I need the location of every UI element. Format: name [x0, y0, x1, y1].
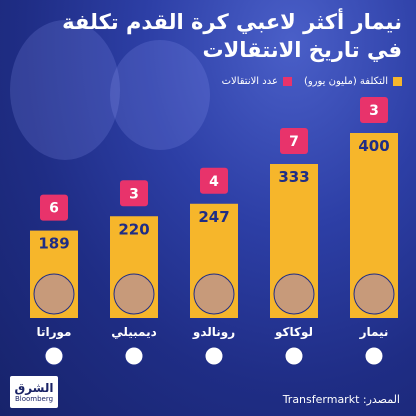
brand-logo: الشرق Bloomberg	[10, 376, 58, 408]
player-photo-1	[33, 273, 75, 315]
category-label-5: نيمار	[359, 325, 389, 339]
brand-logo-arabic: الشرق	[14, 380, 54, 395]
transfers-badge-label-1: 6	[49, 201, 59, 217]
chart-title-line2: في تاريخ الانتقالات	[202, 38, 402, 62]
transfers-badge-label-5: 3	[369, 103, 379, 119]
legend-label-cost: التكلفة (مليون يورو)	[303, 76, 388, 87]
chart-title: نيمار أكثر لاعبي كرة القدم تكلفة في تاري…	[12, 8, 402, 64]
transfers-badge-label-4: 7	[289, 134, 299, 150]
chart-legend: التكلفة (مليون يورو) عدد الانتقالات	[222, 76, 402, 87]
source-label: المصدر: Transfermarkt	[282, 393, 400, 406]
bar-value-label-2: 220	[118, 220, 149, 238]
legend-item-transfers: عدد الانتقالات	[222, 76, 292, 87]
bar-value-label-4: 333	[278, 168, 309, 186]
transfers-badge-label-2: 3	[129, 186, 139, 202]
legend-swatch-transfers	[282, 77, 292, 86]
player-photo-3	[193, 273, 235, 315]
al-hilal-crest-icon	[364, 346, 384, 366]
legend-label-transfers: عدد الانتقالات	[221, 76, 278, 87]
transfers-badge-1	[40, 194, 68, 221]
legend-swatch-cost	[393, 77, 402, 86]
category-label-4: لوكاكو	[274, 325, 313, 340]
atletico-madrid-crest-icon	[44, 346, 64, 366]
category-label-2: ديمبيلي	[111, 325, 157, 339]
chelsea-crest-icon	[284, 346, 304, 366]
category-label-3: رونالدو	[192, 325, 235, 340]
transfers-badge-label-3: 4	[209, 174, 219, 190]
background-player-silhouette-right	[110, 40, 210, 150]
player-photo-2	[113, 273, 155, 315]
psg-crest-icon	[124, 346, 144, 366]
transfers-badge-4	[280, 127, 308, 154]
bar-value-label-1: 189	[38, 235, 69, 253]
category-label-1: موراتا	[37, 325, 72, 340]
transfers-badge-5	[360, 97, 388, 123]
player-photo-4	[273, 273, 315, 315]
brand-logo-english: Bloomberg	[14, 394, 54, 403]
transfers-badge-3	[200, 167, 228, 194]
al-nassr-crest-icon	[204, 346, 224, 366]
legend-item-cost: التكلفة (مليون يورو)	[304, 76, 402, 87]
chart-title-line1: نيمار أكثر لاعبي كرة القدم تكلفة	[62, 10, 402, 34]
bar-value-label-5: 400	[358, 137, 389, 155]
transfers-badge-2	[120, 180, 148, 207]
player-photo-5	[353, 273, 395, 315]
bar-value-label-3: 247	[198, 208, 229, 226]
background-player-silhouette-left	[10, 20, 120, 160]
